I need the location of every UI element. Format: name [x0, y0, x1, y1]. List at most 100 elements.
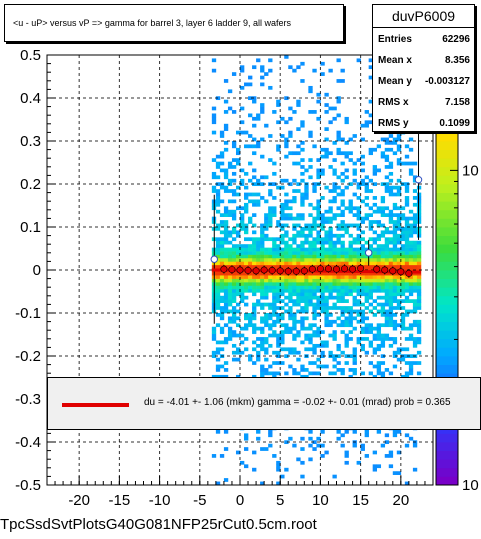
heatmap-cell	[276, 467, 281, 472]
heatmap-cell	[392, 364, 398, 369]
palette-band	[436, 304, 458, 314]
heatmap-cell	[392, 151, 398, 156]
heatmap-cell	[252, 450, 257, 455]
heatmap-cell	[264, 278, 269, 283]
heatmap-cell	[328, 261, 333, 266]
heatmap-cell	[364, 110, 369, 114]
heatmap-cell	[412, 251, 418, 255]
heatmap-cell	[312, 247, 317, 252]
title-box: <u - uP> versus vP => gamma for barrel 3…	[4, 4, 344, 42]
heatmap-cell	[312, 237, 317, 242]
heatmap-cell	[380, 213, 386, 217]
heatmap-cell	[328, 199, 333, 204]
heatmap-cell	[300, 364, 305, 369]
heatmap-cell	[408, 333, 414, 338]
heatmap-cell	[227, 288, 233, 293]
heatmap-cell	[235, 309, 241, 314]
heatmap-cell	[364, 285, 369, 290]
heatmap-cell	[235, 285, 241, 290]
heatmap-cell	[396, 206, 402, 211]
heatmap-cell	[400, 326, 406, 331]
heatmap-cell	[300, 292, 305, 297]
palette-band	[436, 321, 458, 331]
heatmap-cell	[256, 278, 261, 283]
heatmap-cell	[396, 137, 402, 142]
heatmap-cell	[308, 223, 313, 228]
heatmap-cell	[388, 306, 394, 310]
heatmap-cell	[364, 120, 369, 125]
heatmap-cell	[223, 271, 229, 276]
heatmap-cell	[211, 58, 217, 63]
heatmap-cell	[348, 330, 353, 334]
heatmap-cell	[308, 429, 313, 434]
heatmap-cell	[396, 144, 402, 149]
heatmap-cell	[276, 261, 281, 266]
heatmap-cell	[211, 106, 217, 111]
heatmap-cell	[328, 271, 333, 276]
heatmap-cell	[380, 151, 386, 156]
heatmap-cell	[223, 175, 229, 180]
heatmap-cell	[408, 257, 414, 262]
heatmap-cell	[316, 247, 321, 252]
heatmap-cell	[412, 285, 418, 290]
heatmap-cell	[260, 75, 265, 80]
heatmap-cell	[340, 254, 345, 259]
heatmap-cell	[364, 202, 369, 207]
heatmap-cell	[320, 309, 325, 314]
heatmap-cell	[396, 257, 402, 262]
heatmap-cell	[368, 65, 373, 70]
heatmap-cell	[252, 175, 257, 180]
heatmap-cell	[404, 216, 410, 221]
heatmap-cell	[248, 247, 253, 252]
profile-point	[268, 266, 276, 274]
heatmap-cell	[268, 58, 273, 63]
heatmap-cell	[408, 364, 414, 369]
heatmap-cell	[364, 264, 369, 269]
heatmap-cell	[404, 295, 410, 300]
heatmap-cell	[384, 302, 390, 307]
heatmap-cell	[412, 278, 418, 283]
heatmap-cell	[223, 295, 229, 300]
heatmap-cell	[396, 223, 402, 228]
heatmap-cell	[296, 223, 301, 228]
heatmap-cell	[348, 233, 353, 238]
heatmap-cell	[235, 206, 241, 211]
heatmap-cell	[412, 343, 418, 348]
heatmap-cell	[264, 285, 269, 290]
heatmap-cell	[227, 233, 233, 238]
heatmap-cell	[372, 165, 378, 169]
heatmap-cell	[264, 261, 269, 266]
heatmap-cell	[231, 292, 237, 297]
heatmap-cell	[304, 251, 309, 255]
heatmap-cell	[227, 295, 233, 300]
heatmap-cell	[244, 237, 249, 242]
heatmap-cell	[416, 233, 422, 238]
heatmap-cell	[284, 347, 289, 352]
heatmap-cell	[340, 233, 345, 238]
heatmap-cell	[352, 350, 357, 355]
heatmap-cell	[284, 244, 289, 248]
heatmap-cell	[408, 168, 414, 173]
heatmap-cell	[412, 257, 418, 262]
heatmap-cell	[260, 65, 265, 70]
heatmap-cell	[211, 171, 217, 176]
heatmap-cell	[252, 230, 257, 235]
heatmap-cell	[292, 161, 297, 166]
heatmap-cell	[404, 481, 410, 486]
heatmap-cell	[215, 96, 221, 101]
heatmap-cell	[248, 144, 253, 149]
heatmap-cell	[288, 244, 293, 248]
x-axis-tick-label: 10	[312, 492, 329, 509]
heatmap-cell	[352, 171, 357, 176]
heatmap-cell	[296, 319, 301, 324]
heatmap-cell	[280, 116, 285, 121]
heatmap-cell	[376, 343, 382, 348]
heatmap-cell	[372, 271, 378, 276]
heatmap-cell	[356, 237, 361, 242]
heatmap-cell	[384, 206, 390, 211]
heatmap-cell	[300, 171, 305, 176]
palette-band	[436, 261, 458, 271]
heatmap-cell	[256, 237, 261, 242]
heatmap-cell	[292, 110, 297, 114]
heatmap-cell	[340, 292, 345, 297]
